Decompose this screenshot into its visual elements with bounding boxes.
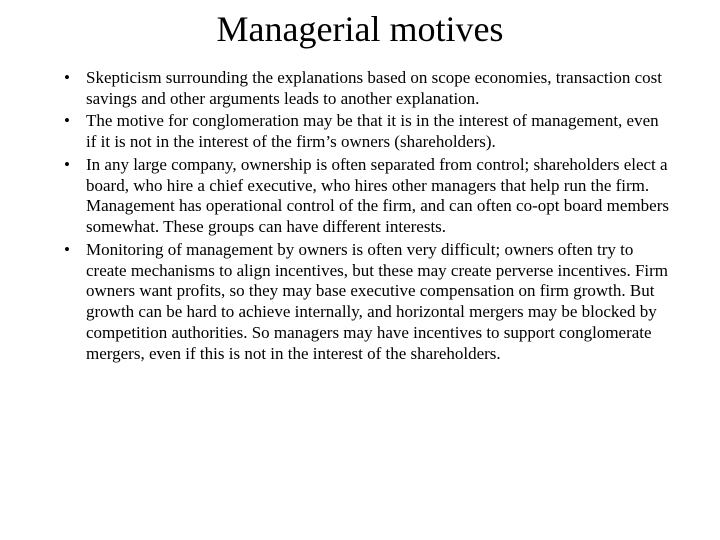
slide: Managerial motives Skepticism surroundin… [0, 0, 720, 540]
list-item: Monitoring of management by owners is of… [60, 240, 670, 364]
list-item: In any large company, ownership is often… [60, 155, 670, 238]
slide-title: Managerial motives [40, 8, 680, 50]
list-item: The motive for conglomeration may be tha… [60, 111, 670, 152]
list-item: Skepticism surrounding the explanations … [60, 68, 670, 109]
bullet-list: Skepticism surrounding the explanations … [40, 68, 680, 364]
